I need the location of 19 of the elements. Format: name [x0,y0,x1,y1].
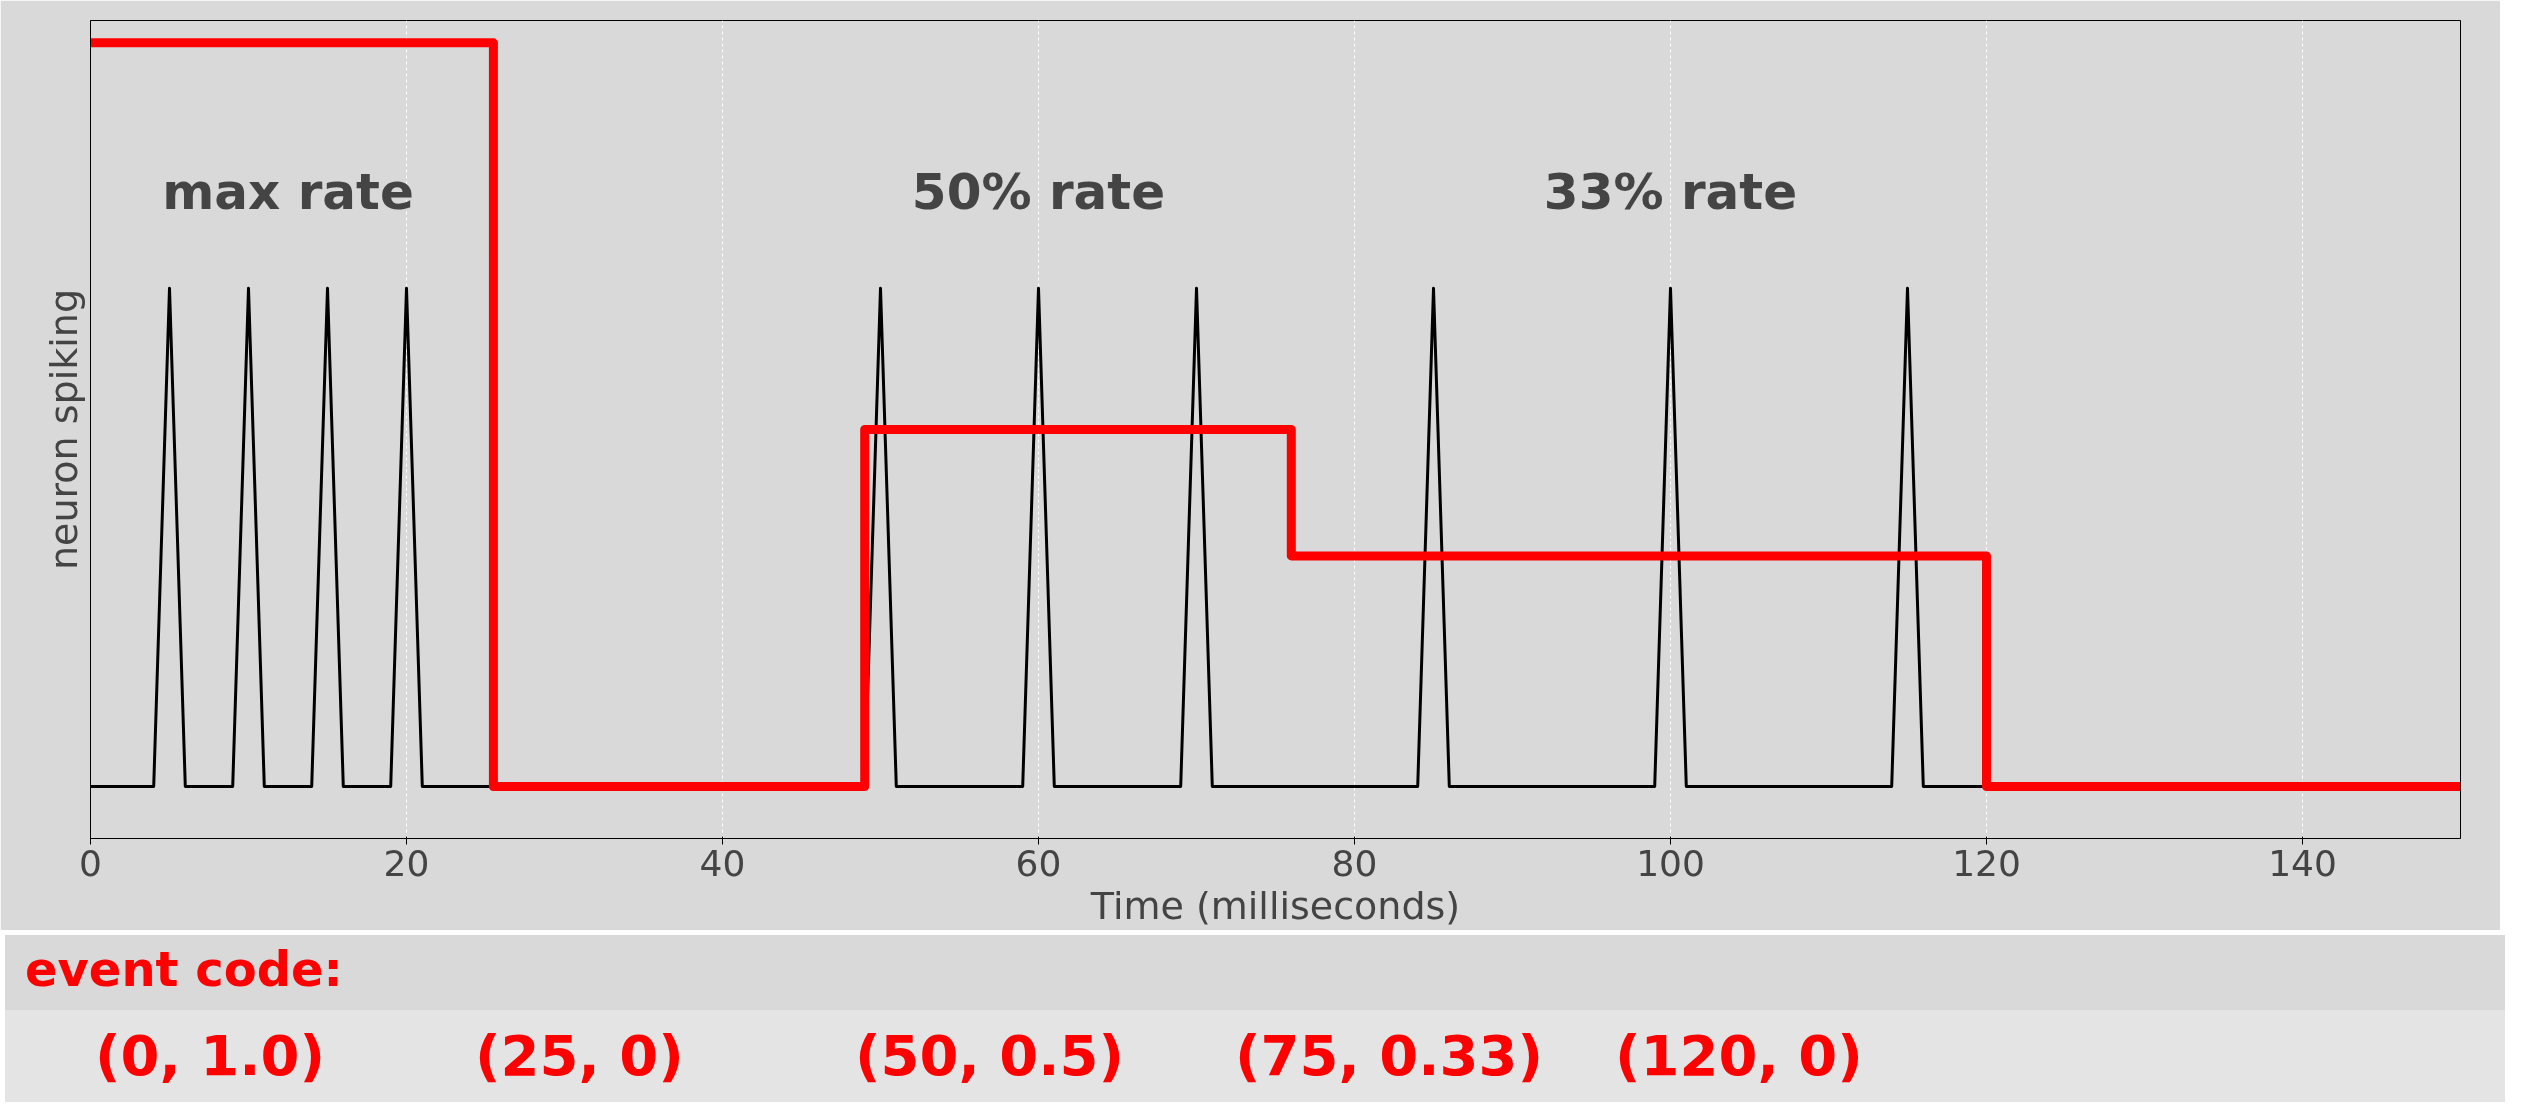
annotation: 50% rate [911,163,1166,222]
x-tick-label: 0 [79,842,102,884]
x-tick-label: 20 [383,842,430,884]
text: (0, 1.0) [95,1021,327,1090]
y-axis-title: neuron spiking [41,289,86,570]
x-tick-label: 140 [2268,842,2337,884]
x-tick-label: 40 [699,842,746,884]
text: event code: [25,940,344,999]
text: (25, 0) [475,1021,685,1090]
x-tick-label: 80 [1331,842,1378,884]
text: (50, 0.5) [855,1021,1126,1090]
text: (120, 0) [1615,1021,1864,1090]
x-tick-label: 100 [1636,842,1705,884]
x-axis-title: Time (milliseconds) [1089,883,1461,928]
text: (75, 0.33) [1235,1021,1545,1090]
x-tick-label: 120 [1952,842,2021,884]
annotation: max rate [162,163,414,222]
x-tick-label: 60 [1015,842,1062,884]
annotation: 33% rate [1543,163,1798,222]
